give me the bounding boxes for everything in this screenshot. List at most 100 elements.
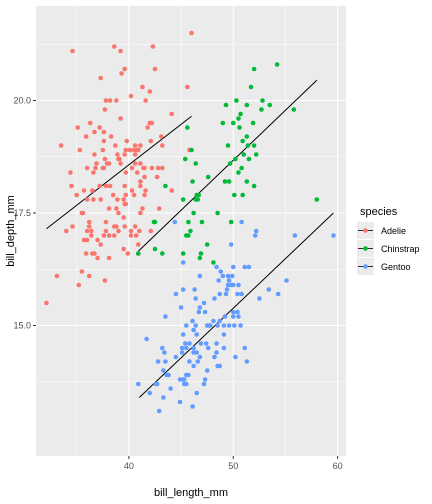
point-adelie [138, 161, 143, 166]
point-chinstrap [220, 120, 226, 126]
legend-label-adelie: Adelie [381, 226, 406, 236]
point-adelie [189, 30, 194, 36]
point-adelie [148, 138, 154, 144]
point-gentoo [194, 332, 200, 337]
point-adelie [102, 156, 108, 162]
point-chinstrap [189, 147, 194, 153]
point-chinstrap [246, 156, 252, 162]
legend-key-point-adelie [363, 228, 368, 233]
point-gentoo [208, 323, 213, 328]
legend: species Adelie Chinstrap Gentoo [357, 206, 420, 275]
point-gentoo [172, 219, 178, 225]
point-gentoo [197, 354, 203, 360]
minor-gridlines [36, 6, 346, 456]
point-chinstrap [291, 107, 297, 112]
point-chinstrap [267, 102, 273, 108]
point-adelie [138, 143, 143, 148]
point-chinstrap [225, 143, 231, 148]
point-adelie [102, 107, 108, 112]
point-adelie [83, 134, 89, 139]
point-adelie [142, 192, 147, 198]
point-adelie [90, 188, 95, 193]
point-gentoo [187, 341, 192, 346]
point-gentoo [192, 287, 197, 292]
point-gentoo [180, 260, 186, 265]
regression-lines [46, 79, 334, 398]
x-axis-title: bill_length_mm [154, 487, 228, 499]
point-gentoo [228, 242, 234, 247]
point-adelie [114, 98, 119, 103]
point-gentoo [147, 390, 153, 396]
point-adelie [125, 251, 131, 256]
point-gentoo [232, 323, 237, 328]
point-adelie [89, 233, 94, 238]
point-adelie [158, 134, 164, 139]
point-chinstrap [163, 183, 168, 189]
point-gentoo [179, 350, 185, 355]
point-adelie [63, 228, 69, 234]
point-adelie [160, 165, 165, 171]
point-chinstrap [186, 219, 191, 225]
point-adelie [102, 278, 108, 283]
x-tick-label: 50 [228, 461, 238, 471]
point-gentoo [214, 341, 219, 346]
point-gentoo [214, 350, 219, 355]
point-chinstrap [204, 242, 210, 247]
point-chinstrap [197, 255, 203, 261]
point-adelie [44, 300, 49, 306]
fit-line-chinstrap [137, 79, 318, 252]
point-adelie [97, 183, 102, 189]
point-gentoo [233, 354, 238, 360]
point-gentoo [202, 309, 208, 315]
point-gentoo [242, 345, 248, 351]
point-chinstrap [195, 197, 201, 202]
y-axis: 15.0 17.5 20.0 [13, 96, 36, 331]
point-gentoo [163, 314, 168, 319]
point-gentoo [257, 296, 262, 301]
point-gentoo [194, 350, 200, 355]
point-adelie [95, 255, 100, 261]
point-chinstrap [226, 179, 232, 184]
point-adelie [115, 197, 120, 202]
point-adelie [123, 147, 129, 153]
point-chinstrap [240, 138, 245, 144]
point-gentoo [193, 296, 198, 301]
point-adelie [98, 242, 104, 247]
point-adelie [91, 170, 96, 175]
legend-label-gentoo: Gentoo [381, 262, 411, 272]
point-gentoo [202, 377, 208, 382]
point-gentoo [155, 359, 161, 364]
point-adelie [118, 48, 123, 54]
point-adelie [123, 201, 129, 207]
point-gentoo [221, 323, 227, 328]
point-chinstrap [180, 251, 186, 256]
point-gentoo [235, 291, 240, 297]
point-adelie [84, 228, 90, 234]
point-adelie [142, 174, 147, 180]
point-chinstrap [190, 179, 195, 184]
point-gentoo [177, 399, 183, 405]
point-adelie [132, 143, 138, 148]
point-adelie [70, 224, 75, 229]
point-gentoo [244, 359, 250, 364]
point-gentoo [194, 390, 200, 396]
point-chinstrap [152, 246, 158, 252]
point-adelie [145, 125, 150, 130]
point-adelie [115, 152, 120, 157]
point-adelie [116, 210, 121, 216]
point-adelie [86, 224, 92, 229]
point-chinstrap [250, 120, 256, 126]
point-gentoo [180, 287, 186, 292]
point-chinstrap [241, 152, 247, 157]
point-adelie [111, 233, 117, 238]
point-gentoo [212, 296, 217, 301]
point-chinstrap [245, 143, 251, 148]
point-gentoo [214, 264, 219, 270]
point-adelie [87, 120, 93, 126]
point-adelie [70, 48, 75, 54]
point-adelie [79, 269, 85, 274]
point-adelie [118, 161, 123, 166]
legend-label-chinstrap: Chinstrap [381, 244, 420, 254]
point-adelie [152, 66, 158, 72]
point-adelie [69, 183, 74, 189]
